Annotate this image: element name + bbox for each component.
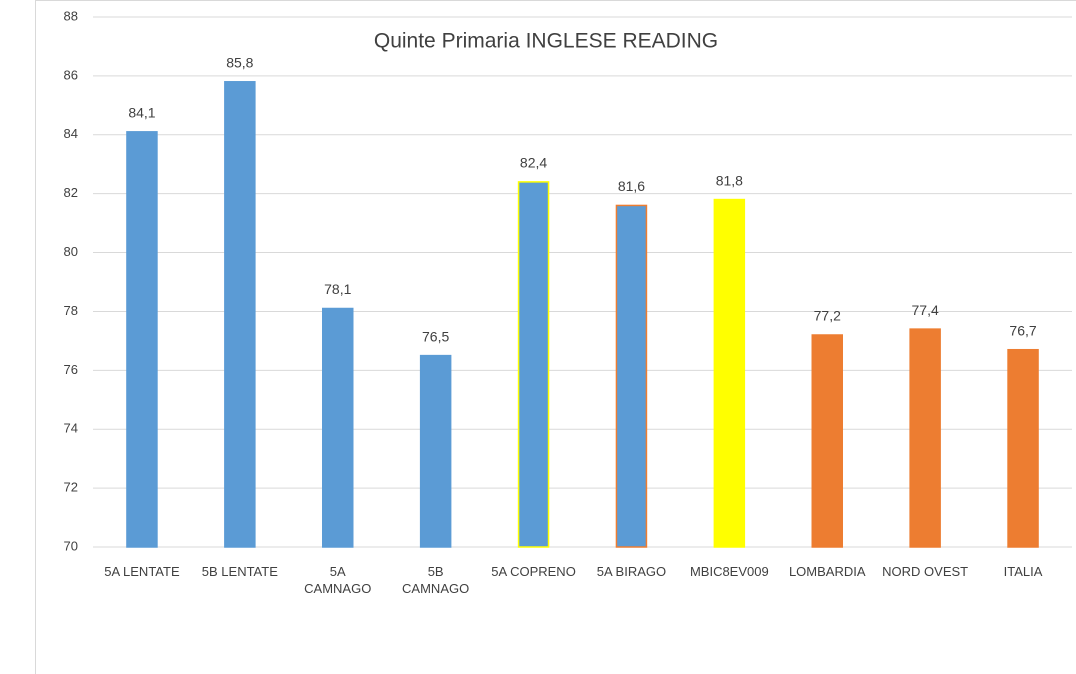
x-tick-label: LOMBARDIA	[788, 564, 866, 579]
bar	[126, 131, 158, 548]
y-tick-label: 88	[64, 8, 78, 23]
data-label: 76,5	[422, 328, 449, 344]
x-tick-label: ITALIA	[1003, 564, 1043, 579]
bar	[909, 328, 941, 548]
y-tick-label: 76	[64, 362, 78, 377]
chart-frame	[35, 0, 1076, 674]
y-tick-label: 82	[64, 185, 78, 200]
data-label: 84,1	[128, 105, 155, 121]
x-tick-label: 5B LENTATE	[201, 564, 278, 579]
y-tick-label: 78	[64, 303, 78, 318]
bar	[517, 181, 550, 548]
y-tick-label: 86	[64, 67, 78, 82]
y-tick-label: 84	[64, 126, 78, 141]
bar	[419, 354, 452, 548]
x-tick-label: 5B CAMNAGO	[402, 564, 470, 596]
y-tick-label: 80	[64, 244, 78, 259]
x-tick-label: NORD OVEST	[882, 564, 969, 579]
data-label: 81,8	[716, 172, 743, 188]
chart-title: Quinte Primaria INGLESE READING	[374, 30, 718, 53]
x-tick-label: 5A CAMNAGO	[304, 564, 372, 596]
bar	[615, 204, 648, 548]
y-tick-label: 70	[64, 538, 78, 553]
data-label: 77,4	[912, 302, 939, 318]
x-tick-label: MBIC8EV009	[689, 564, 769, 579]
bar	[1007, 348, 1039, 548]
data-label: 81,6	[618, 178, 645, 194]
data-label: 77,2	[814, 308, 841, 324]
y-tick-label: 72	[64, 480, 78, 495]
y-tick-label: 74	[64, 421, 78, 436]
x-tick-label: 5A BIRAGO	[596, 564, 667, 579]
bar	[224, 81, 256, 548]
bar	[322, 307, 354, 548]
x-tick-label: 5A LENTATE	[104, 564, 180, 579]
data-label: 76,7	[1009, 322, 1036, 338]
data-label: 85,8	[226, 54, 253, 70]
data-label: 82,4	[520, 155, 547, 171]
x-tick-label: 5A COPRENO	[491, 564, 576, 579]
bar	[713, 198, 746, 548]
bar	[811, 334, 843, 548]
data-label: 78,1	[324, 281, 351, 297]
